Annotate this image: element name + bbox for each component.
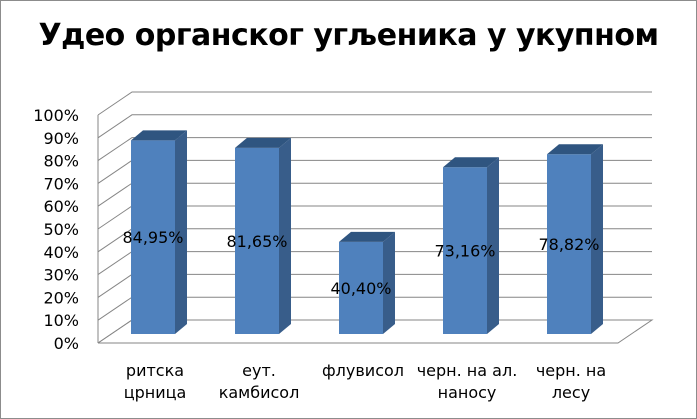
y-tick-label: 90% [43,129,79,148]
data-label: 40,40% [330,279,391,298]
y-tick-label: 70% [43,174,79,193]
chart-floor [97,319,654,344]
y-tick-label: 80% [43,152,79,171]
data-labels: 84,95% 81,65% 40,40% 73,16% 78,82% [122,228,599,298]
chart-title: Удео органског угљеника у укупном [38,18,659,53]
gridline [97,91,652,116]
bar [547,144,603,334]
y-tick-label: 30% [43,266,79,285]
gridline [97,114,652,139]
x-tick-label: ритска црница [124,361,187,402]
bar [443,157,499,334]
x-tick-label: еут. камбисол [219,361,300,402]
data-label: 84,95% [122,228,183,247]
bar [235,137,291,334]
y-tick-label: 40% [43,243,79,262]
y-tick-label: 60% [43,197,79,216]
bar [131,130,187,334]
y-axis-ticks: 0% 10% 20% 30% 40% 50% 60% 70% 80% 90% 100% [33,106,79,353]
y-tick-label: 10% [43,311,79,330]
gridline [97,137,652,162]
y-tick-label: 0% [54,334,79,353]
x-tick-label: черн. на ал. наносу [417,361,518,402]
bar [339,231,395,334]
y-tick-label: 50% [43,220,79,239]
x-tick-label: черн. на лесу [536,361,606,402]
y-tick-label: 100% [33,106,79,125]
y-tick-label: 20% [43,288,79,307]
x-tick-label: флувисол [322,361,404,380]
data-label: 81,65% [226,232,287,251]
x-axis-ticks: ритска црница еут. камбисол флувисол черн. на… [124,361,606,402]
data-label: 73,16% [434,242,495,261]
bars [131,130,603,334]
data-label: 78,82% [538,235,599,254]
